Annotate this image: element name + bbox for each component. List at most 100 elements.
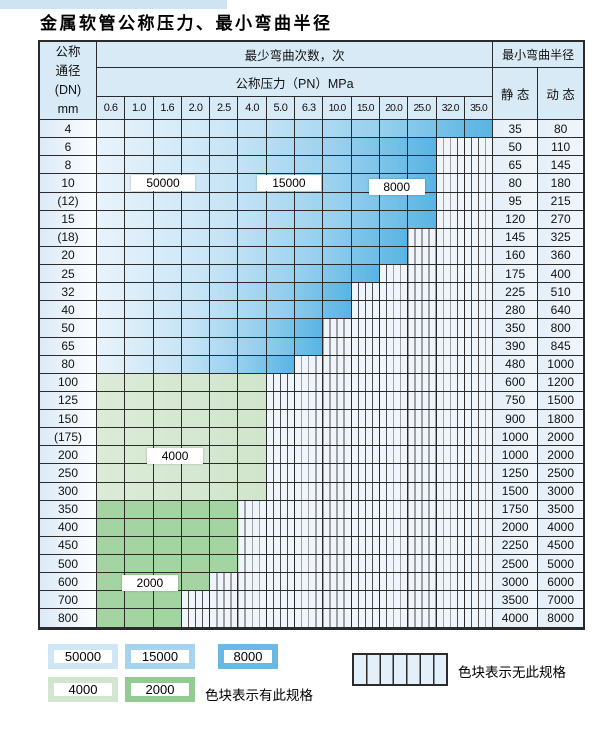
pressure-tick-5.0: 5.0 — [266, 97, 296, 120]
pressure-cell — [125, 555, 154, 573]
pressure-cell — [267, 301, 296, 319]
pressure-tick-25.0: 25.0 — [408, 97, 437, 120]
pressure-cell — [125, 410, 154, 428]
pressure-cell — [182, 391, 211, 409]
dynamic-value: 4500 — [538, 536, 584, 555]
pressure-cell — [465, 337, 494, 355]
pressure-cell — [125, 373, 154, 391]
pressure-cell — [154, 210, 182, 228]
dn-cell: 100 — [40, 373, 97, 392]
pressure-cell — [408, 156, 437, 174]
pressure-cell — [295, 373, 324, 391]
dn-header-line: (DN) — [54, 82, 82, 97]
pressure-row-80 — [97, 355, 494, 374]
pressure-cell — [210, 591, 239, 609]
pressure-cell — [210, 301, 239, 319]
pressure-cell — [323, 573, 352, 591]
pressure-cell — [408, 464, 437, 482]
static-value: 2500 — [493, 555, 539, 574]
pressure-cell — [295, 337, 324, 355]
pressure-cell — [437, 283, 465, 301]
pressure-cell — [154, 464, 182, 482]
pressure-cell — [352, 428, 380, 446]
pressure-cell — [408, 591, 437, 609]
dynamic-value: 3000 — [538, 482, 584, 501]
pressure-cell — [380, 283, 409, 301]
pressure-cell — [210, 555, 239, 573]
pressure-row-65 — [97, 337, 494, 356]
pressure-cell — [154, 228, 182, 246]
legend-block-4000: 4000 — [48, 677, 118, 702]
pressure-cell — [97, 156, 126, 174]
pressure-cell — [295, 301, 324, 319]
pressure-cell — [182, 283, 211, 301]
pressure-cell — [408, 446, 437, 464]
pressure-cell — [380, 482, 409, 500]
dynamic-value: 1000 — [538, 355, 584, 374]
pressure-cell — [267, 283, 296, 301]
static-value: 600 — [493, 373, 539, 392]
legend-block-50000: 50000 — [48, 644, 118, 669]
pressure-cell — [238, 482, 267, 500]
pressure-row-(12) — [97, 192, 494, 211]
pressure-cell — [97, 428, 126, 446]
pressure-cell — [323, 138, 352, 156]
pressure-cell — [323, 192, 352, 210]
pressure-cell — [154, 156, 182, 174]
pressure-cell — [323, 246, 352, 264]
pressure-cell — [210, 265, 239, 283]
pressure-cell — [125, 120, 154, 138]
pressure-cell — [97, 446, 126, 464]
pressure-cell — [125, 482, 154, 500]
pressure-cell — [380, 228, 409, 246]
pressure-cell — [125, 192, 154, 210]
pressure-cell — [380, 301, 409, 319]
pressure-cell — [267, 373, 296, 391]
pressure-cell — [210, 464, 239, 482]
pressure-cell — [238, 464, 267, 482]
pressure-cell — [465, 301, 494, 319]
pressure-cell — [267, 192, 296, 210]
pressure-cell — [408, 283, 437, 301]
pressure-cell — [125, 301, 154, 319]
pressure-cell — [182, 373, 211, 391]
pressure-cell — [295, 482, 324, 500]
pressure-cell — [182, 265, 211, 283]
pressure-cell — [210, 319, 239, 337]
pressure-cell — [154, 518, 182, 536]
pressure-cell — [238, 283, 267, 301]
pressure-cell — [323, 373, 352, 391]
pressure-tick-2.5: 2.5 — [210, 97, 239, 120]
pressure-cell — [352, 373, 380, 391]
pressure-cell — [380, 536, 409, 554]
pressure-row-250 — [97, 464, 494, 483]
pressure-cell — [295, 210, 324, 228]
pressure-cell — [465, 591, 494, 609]
pressure-cell — [295, 555, 324, 573]
pressure-row-150 — [97, 410, 494, 429]
dn-cell: (18) — [40, 228, 97, 247]
pressure-cell — [154, 246, 182, 264]
pressure-cell — [267, 337, 296, 355]
pressure-cell — [295, 518, 324, 536]
pressure-cell — [408, 410, 437, 428]
pressure-row-(175) — [97, 428, 494, 447]
pressure-cell — [465, 138, 494, 156]
pressure-cell — [238, 246, 267, 264]
pressure-cell — [238, 120, 267, 138]
pressure-cell — [154, 573, 182, 591]
pressure-cell — [97, 138, 126, 156]
pressure-cell — [295, 391, 324, 409]
pressure-cell — [437, 591, 465, 609]
pressure-cell — [238, 319, 267, 337]
dynamic-value: 360 — [538, 246, 584, 265]
pressure-cell — [267, 355, 296, 373]
pressure-cell — [210, 428, 239, 446]
pressure-cell — [380, 120, 409, 138]
pressure-cell — [380, 337, 409, 355]
pressure-row-8 — [97, 156, 494, 175]
pressure-cell — [323, 591, 352, 609]
pressure-cell — [323, 301, 352, 319]
pressure-cell — [352, 210, 380, 228]
pressure-cell — [97, 609, 126, 627]
